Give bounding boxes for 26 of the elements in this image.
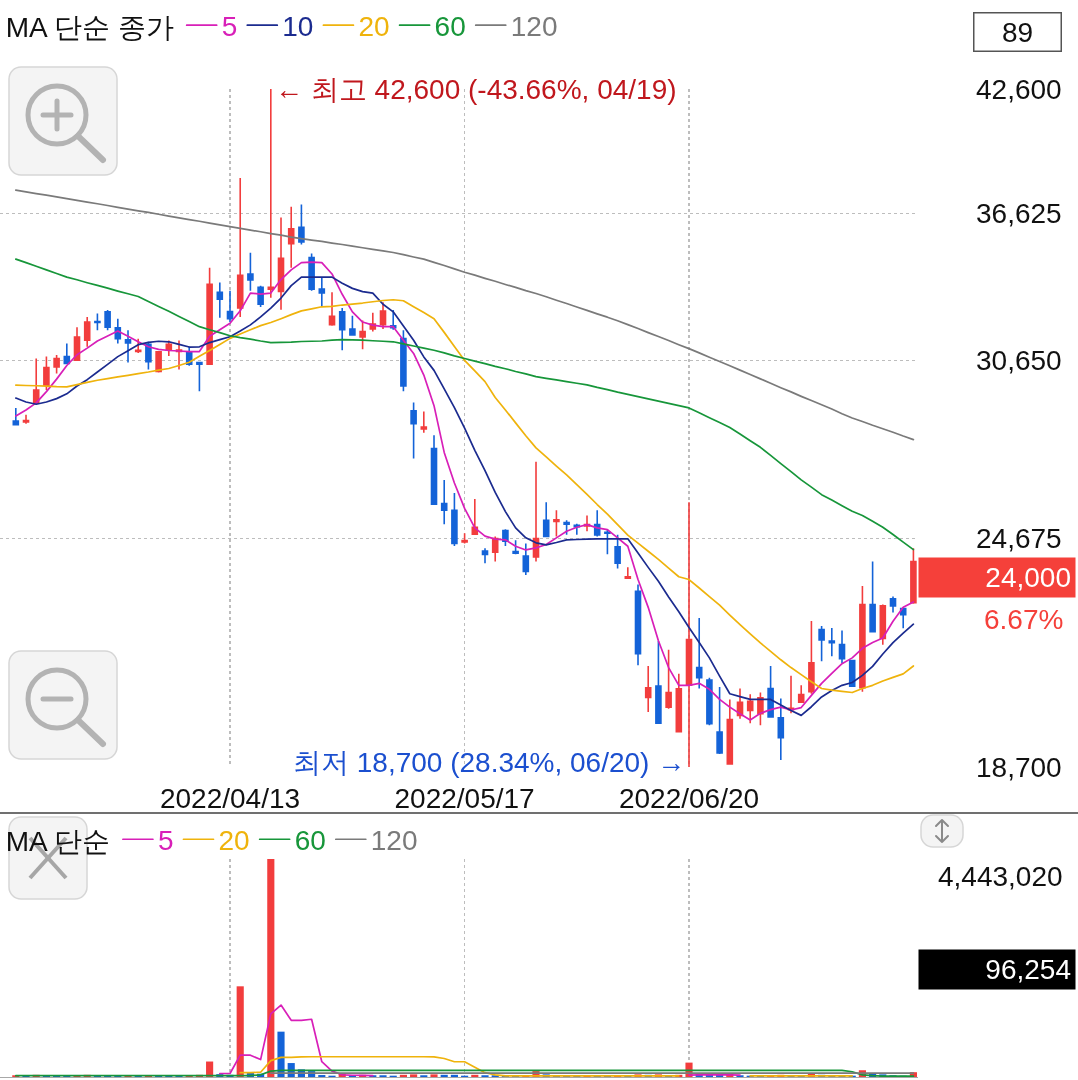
y-tick-label: 42,600: [976, 73, 1062, 105]
legend-label: 60: [434, 11, 466, 43]
legend-label: 20: [218, 825, 250, 857]
x-tick-label: 2022/05/17: [394, 783, 535, 814]
legend-label: 120: [370, 825, 418, 857]
y-tick-label: 18,700: [976, 751, 1062, 783]
text: 6.67%: [984, 604, 1064, 635]
legend-label: 20: [358, 11, 390, 43]
legend-label: 5: [157, 825, 174, 857]
legend-label: 60: [294, 825, 326, 857]
y-tick-label: 30,650: [976, 344, 1062, 376]
y-tick-label: 24,675: [976, 523, 1062, 555]
annotation: ← 최고 42,600 (-43.66%, 04/19): [275, 74, 677, 105]
legend-title: MA 단순 종가: [5, 11, 174, 43]
legend-label: 10: [282, 11, 314, 43]
x-tick-label: 2022/04/13: [159, 783, 301, 814]
x-tick-label: 2022/06/20: [618, 783, 760, 814]
y-tick-label: 36,625: [976, 198, 1062, 230]
legend-label: 120: [510, 11, 558, 43]
annotation: 최저 18,700 (28.34%, 06/20) →: [293, 747, 686, 778]
legend-title: MA 단순: [5, 825, 110, 857]
text: 24,000: [985, 562, 1071, 593]
text: 4,443,020: [938, 861, 1063, 892]
text: 89: [1001, 16, 1034, 48]
legend-label: 5: [221, 11, 238, 43]
text: 96,254: [985, 954, 1071, 985]
